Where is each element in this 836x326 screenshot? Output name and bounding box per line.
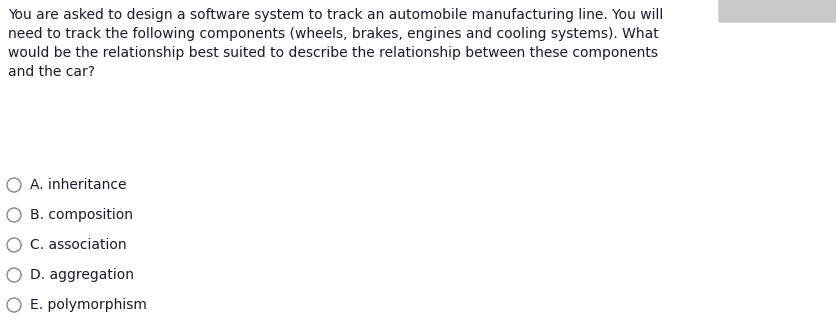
Text: A. inheritance: A. inheritance: [30, 178, 126, 192]
FancyBboxPatch shape: [719, 0, 836, 22]
Text: D. aggregation: D. aggregation: [30, 268, 134, 282]
Text: E. polymorphism: E. polymorphism: [30, 298, 147, 312]
Circle shape: [7, 178, 21, 192]
Text: B. composition: B. composition: [30, 208, 133, 222]
Circle shape: [7, 208, 21, 222]
Text: C. association: C. association: [30, 238, 126, 252]
Circle shape: [7, 298, 21, 312]
Circle shape: [7, 238, 21, 252]
Text: You are asked to design a software system to track an automobile manufacturing l: You are asked to design a software syste…: [8, 8, 663, 79]
Circle shape: [7, 268, 21, 282]
